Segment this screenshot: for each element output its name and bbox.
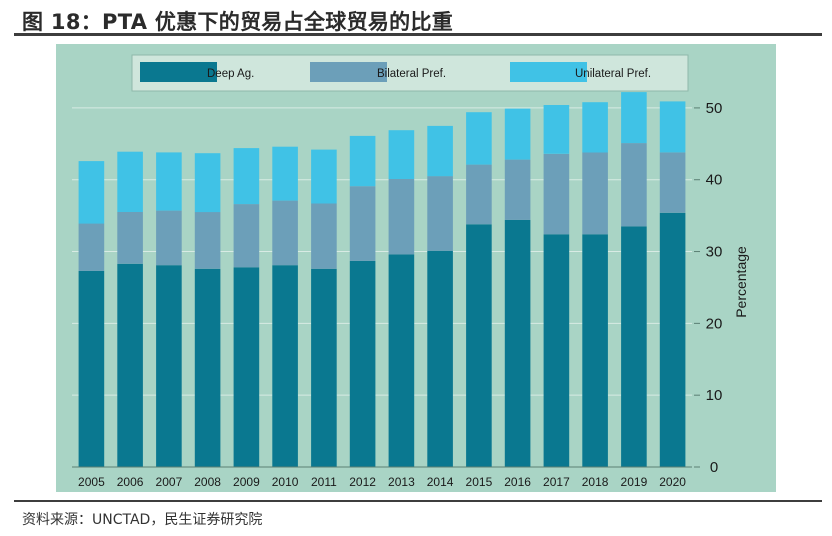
bar-unilateral-2010 xyxy=(272,146,298,201)
bar-unilateral-2014 xyxy=(427,125,453,177)
x-tick-label: 2012 xyxy=(349,475,376,489)
y-tick-label: 0 xyxy=(710,459,718,476)
y-axis-title: Percentage xyxy=(733,246,749,318)
x-tick-label: 2014 xyxy=(427,475,454,489)
x-tick-label: 2016 xyxy=(504,475,531,489)
bar-deep-2008 xyxy=(194,268,221,467)
bar-bilateral-2007 xyxy=(156,210,182,266)
bar-unilateral-2018 xyxy=(582,102,608,153)
legend: Deep Ag. Bilateral Pref. Unilateral Pref. xyxy=(131,54,689,92)
bar-bilateral-2009 xyxy=(233,204,260,268)
bar-bilateral-2006 xyxy=(117,212,143,264)
bar-bilateral-2015 xyxy=(466,164,492,225)
bar-unilateral-2005 xyxy=(78,161,105,224)
bar-bilateral-2020 xyxy=(659,152,686,213)
bar-deep-2018 xyxy=(582,234,608,467)
bar-deep-2020 xyxy=(659,212,686,467)
x-tick-label: 2018 xyxy=(582,475,609,489)
bar-deep-2010 xyxy=(272,265,298,467)
bar-deep-2011 xyxy=(311,268,337,467)
legend-box xyxy=(131,54,689,92)
figure-title: 图 18：PTA 优惠下的贸易占全球贸易的比重 xyxy=(22,10,454,34)
x-tick-label: 2015 xyxy=(466,475,493,489)
y-tick-label: 10 xyxy=(706,387,723,404)
bar-deep-2019 xyxy=(621,226,647,467)
x-tick-label: 2005 xyxy=(78,475,105,489)
bar-bilateral-2016 xyxy=(504,159,531,220)
stacked-bar-chart: Deep Ag. Bilateral Pref. Unilateral Pref. … xyxy=(72,54,749,489)
bar-unilateral-2020 xyxy=(659,101,686,153)
bar-unilateral-2012 xyxy=(349,135,376,187)
y-tick-label: 20 xyxy=(706,315,723,332)
bar-unilateral-2008 xyxy=(194,153,221,213)
chart-panel: Deep Ag. Bilateral Pref. Unilateral Pref. … xyxy=(56,44,776,492)
legend-swatch-unilateral xyxy=(510,62,587,82)
bars xyxy=(78,92,686,467)
bar-bilateral-2010 xyxy=(272,200,298,266)
title-divider xyxy=(14,33,822,36)
bar-unilateral-2019 xyxy=(621,92,647,144)
bar-unilateral-2017 xyxy=(543,105,570,154)
x-tick-label: 2011 xyxy=(311,475,337,489)
footer-divider xyxy=(14,500,822,502)
x-axis: 2005 2006 2007 2008 2009 2010 2011 2012 2013 2014… xyxy=(72,466,692,489)
bar-bilateral-2017 xyxy=(543,153,570,235)
x-tick-label: 2013 xyxy=(388,475,415,489)
legend-swatch-deep xyxy=(140,62,217,82)
bar-unilateral-2011 xyxy=(311,149,337,204)
bar-unilateral-2013 xyxy=(388,130,415,179)
bar-deep-2015 xyxy=(466,224,492,467)
bar-deep-2007 xyxy=(156,265,182,467)
y-tick-label: 50 xyxy=(706,100,723,117)
bar-bilateral-2014 xyxy=(427,176,453,251)
bar-deep-2014 xyxy=(427,250,453,467)
y-tick-label: 40 xyxy=(706,172,723,189)
x-tick-label: 2009 xyxy=(233,475,260,489)
bar-bilateral-2008 xyxy=(194,212,221,269)
bar-bilateral-2018 xyxy=(582,152,608,235)
legend-label-unilateral: Unilateral Pref. xyxy=(575,68,651,80)
x-tick-label: 2010 xyxy=(272,475,299,489)
bar-unilateral-2006 xyxy=(117,151,143,212)
bar-deep-2013 xyxy=(388,254,415,467)
bar-deep-2017 xyxy=(543,234,570,467)
bar-deep-2012 xyxy=(349,260,376,467)
x-tick-label: 2007 xyxy=(156,475,183,489)
bar-unilateral-2015 xyxy=(466,112,492,165)
bar-bilateral-2012 xyxy=(349,186,376,261)
bar-bilateral-2011 xyxy=(311,203,337,269)
bar-bilateral-2005 xyxy=(78,223,105,271)
bar-deep-2006 xyxy=(117,263,143,467)
legend-label-deep: Deep Ag. xyxy=(207,68,254,80)
bar-unilateral-2009 xyxy=(233,148,260,205)
bar-bilateral-2019 xyxy=(621,143,647,227)
bar-unilateral-2016 xyxy=(504,108,531,160)
x-tick-label: 2019 xyxy=(621,475,648,489)
bar-unilateral-2007 xyxy=(156,152,182,211)
bar-deep-2009 xyxy=(233,267,260,467)
bar-deep-2005 xyxy=(78,270,105,467)
source-note: 资料来源：UNCTAD，民生证券研究院 xyxy=(22,512,263,528)
y-tick-label: 30 xyxy=(706,244,723,261)
bar-bilateral-2013 xyxy=(388,179,415,255)
x-tick-label: 2020 xyxy=(659,475,686,489)
bar-deep-2016 xyxy=(504,219,531,467)
x-tick-label: 2017 xyxy=(543,475,570,489)
x-tick-label: 2006 xyxy=(117,475,144,489)
legend-label-bilateral: Bilateral Pref. xyxy=(377,68,446,80)
legend-swatch-bilateral xyxy=(310,62,387,82)
x-tick-label: 2008 xyxy=(194,475,221,489)
